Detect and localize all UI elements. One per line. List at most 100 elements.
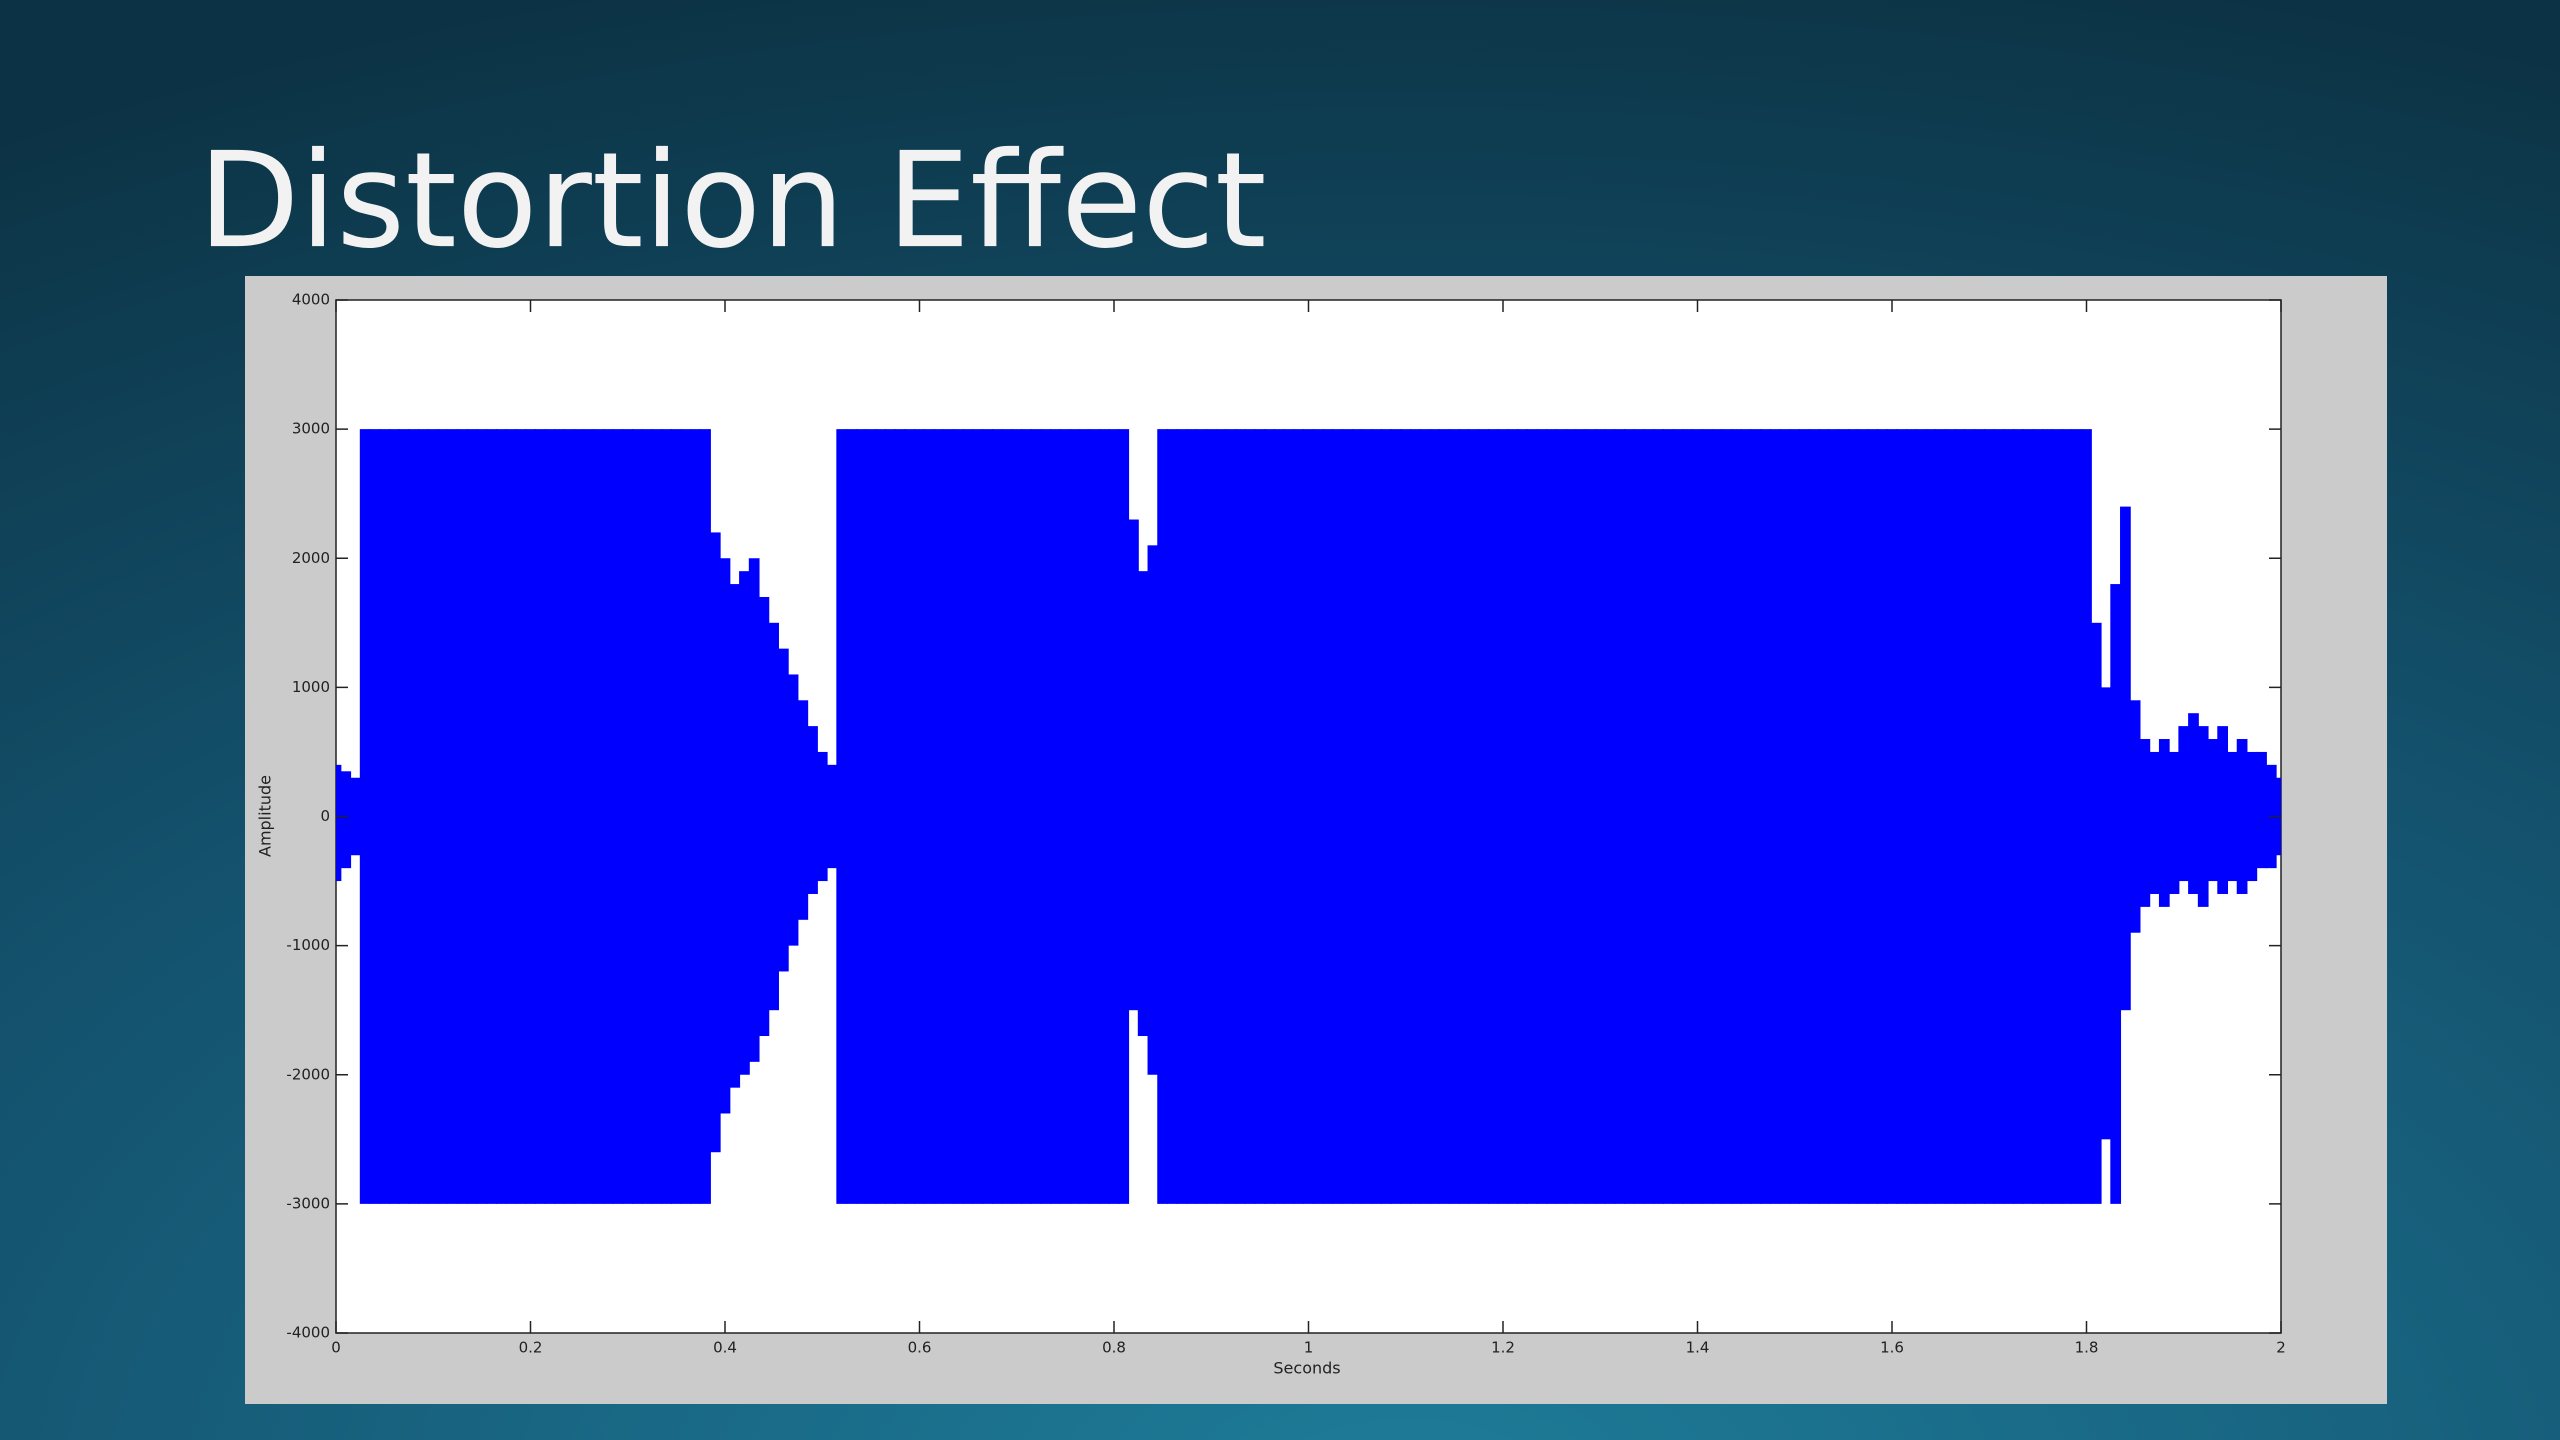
waveform-range <box>671 429 682 1204</box>
waveform-range <box>1487 429 1499 1204</box>
waveform-range <box>1808 429 1820 1204</box>
waveform-range <box>787 674 799 946</box>
waveform-range <box>2100 687 2112 1140</box>
waveform-range <box>1935 429 1946 1204</box>
waveform-range <box>486 429 497 1204</box>
waveform-range <box>914 429 925 1204</box>
waveform-range <box>1429 429 1441 1204</box>
waveform-range <box>904 429 916 1204</box>
waveform-range <box>593 429 604 1204</box>
waveform-range <box>2110 584 2122 1204</box>
waveform-range <box>1050 429 1062 1204</box>
waveform-range <box>1011 429 1023 1204</box>
y-tick-label: -1000 <box>286 936 330 954</box>
waveform-range <box>1692 429 1703 1204</box>
y-tick-label: 2000 <box>292 549 330 567</box>
waveform-range <box>1964 429 1976 1204</box>
waveform-range <box>1789 429 1801 1204</box>
waveform-range <box>1235 429 1246 1204</box>
waveform-range <box>1371 429 1382 1204</box>
waveform-range <box>1089 429 1100 1204</box>
waveform-range <box>865 429 877 1204</box>
waveform-range <box>1419 429 1431 1204</box>
waveform-range <box>680 429 692 1204</box>
waveform-range <box>466 429 478 1204</box>
waveform-range <box>418 429 429 1204</box>
waveform-range <box>1993 429 2005 1204</box>
waveform-range <box>476 429 488 1204</box>
waveform-range <box>1760 429 1771 1204</box>
waveform-range <box>1847 429 1859 1204</box>
waveform-range <box>1711 429 1723 1204</box>
waveform-range <box>1954 429 1966 1204</box>
waveform-range <box>1449 429 1460 1204</box>
x-tick-label: 1.8 <box>2075 1339 2099 1357</box>
waveform-range <box>1273 429 1285 1204</box>
waveform-range <box>350 777 361 856</box>
waveform-range <box>340 771 352 869</box>
waveform-range <box>1731 429 1742 1204</box>
waveform-range <box>612 429 624 1204</box>
waveform-range <box>1108 429 1120 1204</box>
waveform-range <box>1468 429 1480 1204</box>
waveform-range <box>1283 429 1295 1204</box>
waveform-range <box>2061 429 2073 1204</box>
waveform-range <box>2120 506 2131 1011</box>
waveform-range <box>2003 429 2015 1204</box>
waveform-range <box>2139 739 2151 907</box>
waveform-range <box>2071 429 2083 1204</box>
waveform-range <box>1906 429 1917 1204</box>
waveform-range <box>768 622 779 1011</box>
waveform-range <box>972 429 984 1204</box>
waveform-range <box>1828 429 1840 1204</box>
waveform-range <box>1546 429 1557 1204</box>
waveform-range <box>816 751 828 882</box>
waveform-range <box>661 429 673 1204</box>
waveform-range <box>953 429 964 1204</box>
waveform-range <box>1769 429 1781 1204</box>
waveform-range <box>1779 429 1791 1204</box>
y-tick-label: 0 <box>320 807 330 825</box>
waveform-range <box>1205 429 1217 1204</box>
waveform-range <box>1624 429 1635 1204</box>
x-tick-label: 0.4 <box>713 1339 737 1357</box>
waveform-range <box>369 429 381 1204</box>
waveform-range <box>1332 429 1344 1204</box>
waveform-range <box>797 700 809 920</box>
x-tick-label: 1.6 <box>1880 1339 1904 1357</box>
waveform-range <box>1060 429 1071 1204</box>
waveform-range <box>1672 429 1684 1204</box>
y-tick-label: -2000 <box>286 1065 330 1083</box>
waveform-range <box>1896 429 1908 1204</box>
waveform-range <box>2227 751 2238 882</box>
x-tick-label: 1.2 <box>1491 1339 1515 1357</box>
waveform-range <box>1643 429 1655 1204</box>
waveform-range <box>2013 429 2024 1204</box>
waveform-range <box>982 429 993 1204</box>
waveform-range <box>1001 429 1013 1204</box>
waveform-range <box>1439 429 1451 1204</box>
waveform-range <box>388 429 400 1204</box>
waveform-range <box>1857 429 1869 1204</box>
waveform-range <box>2090 622 2102 1204</box>
waveform-range <box>1886 429 1898 1204</box>
waveform-range <box>1555 429 1567 1204</box>
waveform-range <box>1458 429 1470 1204</box>
waveform-range <box>1303 429 1314 1204</box>
waveform-range <box>1361 429 1373 1204</box>
waveform-range <box>1818 429 1830 1204</box>
waveform-range <box>1536 429 1548 1204</box>
waveform-range <box>2256 751 2267 869</box>
waveform-range <box>758 596 770 1037</box>
x-axis-label: Seconds <box>1273 1359 1340 1378</box>
y-axis-label: Amplitude <box>256 775 275 857</box>
waveform-range <box>1478 429 1489 1204</box>
waveform-range <box>739 571 750 1075</box>
waveform-range <box>991 429 1003 1204</box>
y-tick-label: -4000 <box>286 1324 330 1342</box>
waveform-range <box>1517 429 1528 1204</box>
y-tick-label: 4000 <box>292 291 330 309</box>
waveform-range <box>408 429 420 1204</box>
waveform-range <box>1653 429 1664 1204</box>
